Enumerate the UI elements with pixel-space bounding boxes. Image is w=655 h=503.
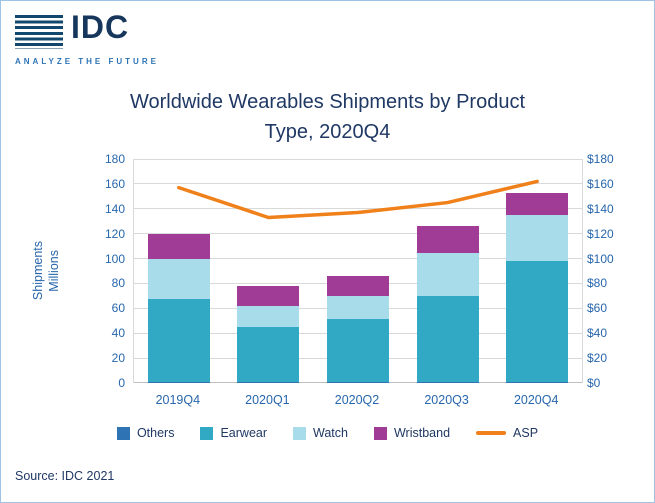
left-tick-label: 140 xyxy=(104,201,125,216)
bar-segment-earwear xyxy=(147,298,210,383)
idc-logo-tagline: ANALYZE THE FUTURE xyxy=(15,57,159,66)
x-axis-labels: 2019Q4 2020Q1 2020Q2 2020Q3 2020Q4 xyxy=(133,393,581,411)
y-axis-title-word1: Shipments xyxy=(31,241,45,301)
right-tick-label: $120 xyxy=(587,226,614,241)
bar-segment-others xyxy=(506,382,569,383)
x-axis-label: 2019Q4 xyxy=(155,393,201,407)
y-axis-title-word2: Millions xyxy=(47,250,61,292)
left-tick-label: 60 xyxy=(111,301,125,316)
gridline xyxy=(134,233,582,235)
bar-segment-wristband xyxy=(147,233,210,259)
right-axis-ticks: $0 $20 $40 $60 $80 $100 $120 $140 $160 $180 xyxy=(587,152,631,390)
legend-swatch-earwear xyxy=(200,426,214,440)
legend-swatch-others xyxy=(116,426,130,440)
right-tick-label: $20 xyxy=(587,351,608,366)
left-tick-label: 40 xyxy=(111,326,125,341)
y-axis-title: Shipments Millions xyxy=(31,159,61,383)
source-note: Source: IDC 2021 xyxy=(15,469,115,483)
right-tick-label: $40 xyxy=(587,326,608,341)
right-tick-label: $160 xyxy=(587,176,614,191)
x-axis-label: 2020Q1 xyxy=(245,393,290,407)
idc-logo: IDC ANALYZE THE FUTURE xyxy=(15,9,235,69)
x-axis-label: 2020Q4 xyxy=(513,393,559,407)
legend-item-asp: ASP xyxy=(476,426,538,440)
bar-segment-wristband xyxy=(237,286,300,307)
legend-label: Others xyxy=(136,426,175,440)
gridline xyxy=(134,183,582,185)
chart-title-line1: Worldwide Wearables Shipments by Product xyxy=(130,91,525,113)
left-tick-label: 100 xyxy=(104,251,125,266)
bar-segment-others xyxy=(416,382,479,383)
bar-segment-earwear xyxy=(237,327,300,383)
left-tick-label: 180 xyxy=(104,152,125,166)
left-tick-label: 160 xyxy=(104,176,125,191)
bar-segment-earwear xyxy=(416,296,479,383)
gridline xyxy=(134,258,582,260)
chart-title-line2: Type, 2020Q4 xyxy=(264,121,391,143)
legend-swatch-asp xyxy=(476,431,507,435)
legend: Others Earwear Watch Wristband ASP xyxy=(1,426,654,440)
left-axis-ticks: 0 20 40 60 80 100 120 140 160 180 xyxy=(85,152,125,390)
x-axis-label: 2020Q3 xyxy=(424,393,469,407)
plot-area xyxy=(133,158,583,383)
left-tick-label: 0 xyxy=(118,376,125,390)
bar-segment-earwear xyxy=(327,318,389,383)
chart-title: Worldwide Wearables Shipments by Product… xyxy=(1,87,654,147)
legend-label: Watch xyxy=(313,426,348,440)
bar-segment-watch xyxy=(327,296,389,319)
legend-label: Wristband xyxy=(393,426,451,440)
legend-swatch-watch xyxy=(293,426,307,440)
legend-item-others: Others xyxy=(116,426,175,440)
bar-segment-watch xyxy=(147,258,210,299)
bar-segment-wristband xyxy=(506,192,569,216)
bar-segment-watch xyxy=(506,215,569,262)
idc-logo-text: IDC xyxy=(71,9,130,45)
left-tick-label: 120 xyxy=(104,226,125,241)
bar-segment-others xyxy=(147,382,210,383)
right-tick-label: $0 xyxy=(587,376,601,390)
bar-segment-wristband xyxy=(327,276,389,297)
right-tick-label: $180 xyxy=(587,152,614,166)
left-tick-label: 80 xyxy=(111,276,125,291)
bar-segment-others xyxy=(237,382,300,383)
bar-segment-wristband xyxy=(416,226,479,253)
idc-logo-icon xyxy=(15,15,63,49)
x-axis-label: 2020Q2 xyxy=(334,393,380,407)
bar-segment-earwear xyxy=(506,261,569,383)
right-tick-label: $100 xyxy=(587,251,614,266)
bar-segment-others xyxy=(327,382,389,383)
gridline xyxy=(134,208,582,210)
asp-line xyxy=(177,179,539,220)
right-tick-label: $60 xyxy=(587,301,608,316)
legend-label: ASP xyxy=(513,426,539,440)
gridline xyxy=(134,158,582,160)
right-tick-label: $140 xyxy=(587,201,614,216)
legend-label: Earwear xyxy=(220,426,268,440)
right-tick-label: $80 xyxy=(587,276,608,291)
legend-item-watch: Watch xyxy=(293,426,348,440)
bar-segment-watch xyxy=(416,252,479,297)
legend-item-wristband: Wristband xyxy=(373,426,451,440)
bar-segment-watch xyxy=(237,306,300,328)
left-tick-label: 20 xyxy=(111,351,125,366)
legend-item-earwear: Earwear xyxy=(200,426,267,440)
legend-swatch-wristband xyxy=(373,426,387,440)
